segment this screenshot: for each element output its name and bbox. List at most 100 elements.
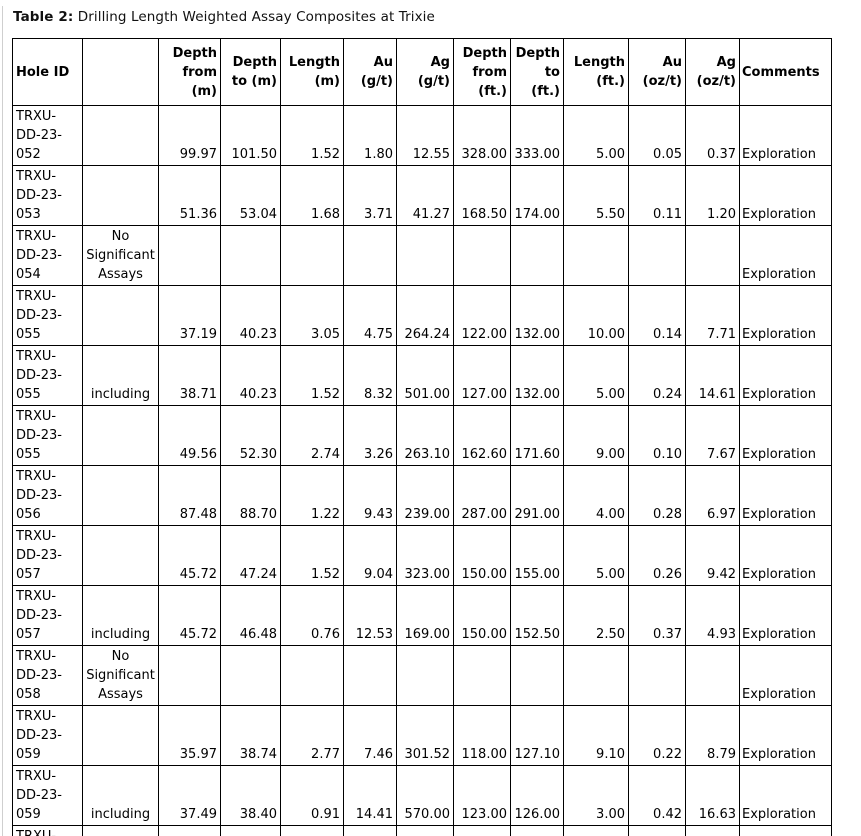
column-header-comments: Comments <box>739 38 832 106</box>
table-row: TRXU-DD-23-057 including 45.72 46.48 0.76 12.… <box>12 585 832 646</box>
cell-qualifier: including <box>82 585 159 646</box>
cell-comments: Exploration <box>739 705 832 766</box>
cell-depth-from-ft: 126.00 <box>453 825 511 836</box>
cell-depth-from-m: 45.72 <box>158 525 221 586</box>
cell-au-g-t <box>343 645 397 706</box>
cell-length-ft: 9.10 <box>563 705 629 766</box>
table-title-text: Drilling Length Weighted Assay Composite… <box>73 9 435 25</box>
cell-depth-from-m: 38.40 <box>158 825 221 836</box>
cell-ag-g-t: 501.00 <box>396 345 454 406</box>
cell-hole-id: TRXU-DD-23-055 <box>12 405 83 466</box>
cell-au-g-t: 3.71 <box>343 165 397 226</box>
column-header-au-g-t: Au (g/t) <box>343 38 397 106</box>
column-header-ag-g-t: Ag (g/t) <box>396 38 454 106</box>
cell-length-m: 1.52 <box>280 345 344 406</box>
cell-au-oz-t: 0.37 <box>628 585 686 646</box>
column-header-length-m: Length (m) <box>280 38 344 106</box>
cell-au-g-t: 7.46 <box>343 705 397 766</box>
cell-qualifier <box>82 105 159 166</box>
column-header-qualifier <box>82 38 159 106</box>
cell-length-m: 3.05 <box>280 285 344 346</box>
cell-depth-to-m: 101.50 <box>220 105 281 166</box>
cell-comments: Exploration <box>739 645 832 706</box>
cell-depth-to-m: 38.74 <box>220 705 281 766</box>
cell-comments: Exploration <box>739 105 832 166</box>
cell-qualifier <box>82 165 159 226</box>
table-body: TRXU-DD-23-052 99.97 101.50 1.52 1.80 12.55 32… <box>12 105 832 836</box>
cell-hole-id: TRXU-DD-23-057 <box>12 585 83 646</box>
cell-depth-from-ft: 168.50 <box>453 165 511 226</box>
cell-au-g-t: 1.80 <box>343 105 397 166</box>
window-edge-line <box>2 6 3 836</box>
table-row: TRXU-DD-23-055 49.56 52.30 2.74 3.26 263.10 16… <box>12 405 832 466</box>
cell-depth-from-m: 35.97 <box>158 705 221 766</box>
cell-depth-to-m <box>220 225 281 286</box>
table-row: TRXU-DD-23-052 99.97 101.50 1.52 1.80 12.55 32… <box>12 105 832 166</box>
cell-depth-from-m: 99.97 <box>158 105 221 166</box>
cell-ag-g-t: 323.00 <box>396 525 454 586</box>
cell-au-g-t: 8.32 <box>343 345 397 406</box>
cell-au-oz-t <box>628 225 686 286</box>
cell-length-ft: 1.10 <box>563 825 629 836</box>
column-header-depth-to-m: Depth to (m) <box>220 38 281 106</box>
cell-au-oz-t: 0.22 <box>628 705 686 766</box>
cell-au-g-t: 4.75 <box>343 285 397 346</box>
cell-depth-from-ft: 127.00 <box>453 345 511 406</box>
cell-ag-g-t: 169.00 <box>396 585 454 646</box>
cell-au-oz-t: 0.28 <box>628 465 686 526</box>
cell-comments: Exploration <box>739 285 832 346</box>
cell-qualifier <box>82 285 159 346</box>
cell-ag-oz-t: 7.71 <box>685 285 740 346</box>
cell-length-m: 1.52 <box>280 105 344 166</box>
table-row: TRXU-DD-23-058 No Significant Assays Explo… <box>12 645 832 706</box>
cell-length-m: 0.91 <box>280 765 344 826</box>
cell-comments: Exploration <box>739 765 832 826</box>
cell-comments: Exploration <box>739 465 832 526</box>
cell-comments: Exploration <box>739 405 832 466</box>
cell-comments: Exploration <box>739 825 832 836</box>
cell-qualifier <box>82 405 159 466</box>
cell-length-ft: 5.00 <box>563 345 629 406</box>
cell-depth-to-m <box>220 645 281 706</box>
cell-qualifier: including <box>82 345 159 406</box>
cell-depth-from-m <box>158 225 221 286</box>
cell-depth-to-ft: 152.50 <box>510 585 564 646</box>
cell-depth-to-m: 38.40 <box>220 765 281 826</box>
cell-ag-g-t: 88.56 <box>396 825 454 836</box>
cell-hole-id: TRXU-DD-23-057 <box>12 525 83 586</box>
cell-ag-g-t: 264.24 <box>396 285 454 346</box>
column-header-depth-to-ft: Depth to (ft.) <box>510 38 564 106</box>
cell-depth-from-m: 38.71 <box>158 345 221 406</box>
cell-length-ft: 3.00 <box>563 765 629 826</box>
cell-hole-id: TRXU-DD-23-055 <box>12 285 83 346</box>
cell-ag-oz-t: 2.58 <box>685 825 740 836</box>
cell-depth-to-m: 38.74 <box>220 825 281 836</box>
cell-depth-from-ft: 150.00 <box>453 525 511 586</box>
cell-qualifier <box>82 465 159 526</box>
cell-length-m: 2.74 <box>280 405 344 466</box>
cell-ag-g-t: 239.00 <box>396 465 454 526</box>
cell-depth-from-ft: 118.00 <box>453 705 511 766</box>
cell-hole-id: TRXU-DD-23-054 <box>12 225 83 286</box>
cell-comments: Exploration <box>739 585 832 646</box>
table-row: TRXU-DD-23-055 37.19 40.23 3.05 4.75 264.24 12… <box>12 285 832 346</box>
cell-length-ft: 4.00 <box>563 465 629 526</box>
cell-ag-oz-t: 14.61 <box>685 345 740 406</box>
cell-au-g-t: 14.41 <box>343 765 397 826</box>
cell-depth-to-ft: 174.00 <box>510 165 564 226</box>
column-header-depth-from-m: Depth from (m) <box>158 38 221 106</box>
cell-ag-g-t <box>396 225 454 286</box>
table-row: TRXU-DD-23-054 No Significant Assays Explo… <box>12 225 832 286</box>
table-row: TRXU-DD-23-059 35.97 38.74 2.77 7.46 301.52 11… <box>12 705 832 766</box>
cell-depth-from-ft: 122.00 <box>453 285 511 346</box>
cell-depth-to-m: 88.70 <box>220 465 281 526</box>
cell-length-ft <box>563 645 629 706</box>
cell-depth-from-ft <box>453 645 511 706</box>
cell-au-g-t <box>343 225 397 286</box>
cell-depth-to-ft: 132.00 <box>510 285 564 346</box>
cell-hole-id: TRXU-DD-23-059 <box>12 705 83 766</box>
cell-comments: Exploration <box>739 525 832 586</box>
table-row: TRXU-DD-23-057 45.72 47.24 1.52 9.04 323.00 15… <box>12 525 832 586</box>
table-title-label: Table 2: <box>13 9 74 25</box>
cell-au-g-t: 3.26 <box>343 405 397 466</box>
